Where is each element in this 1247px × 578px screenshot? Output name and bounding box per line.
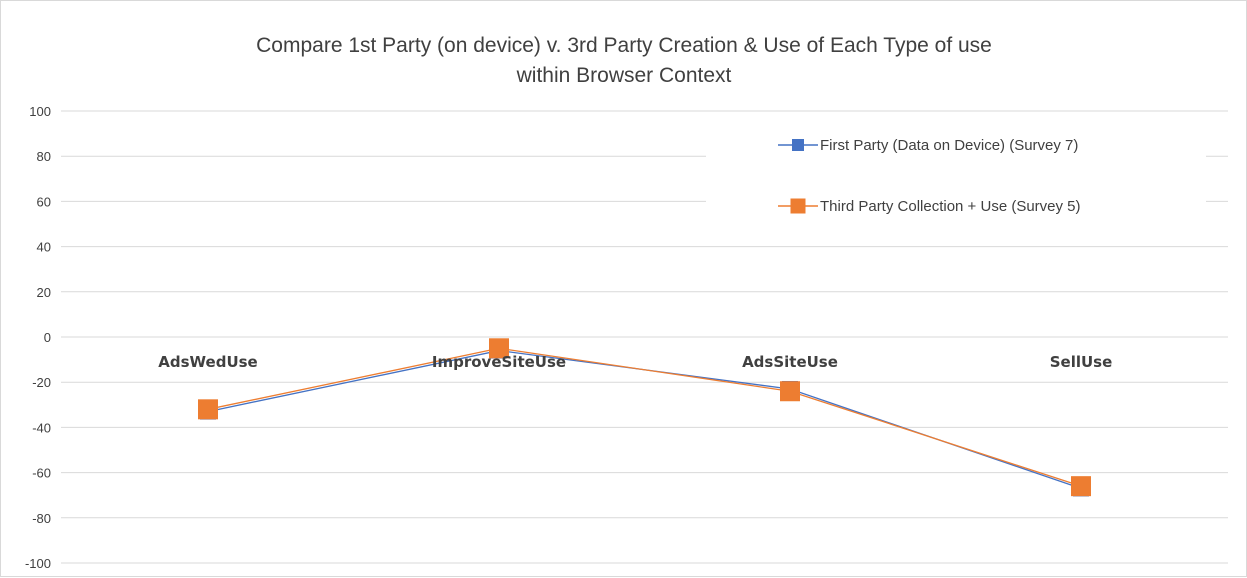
y-tick-label: -100 bbox=[25, 556, 51, 571]
data-point-marker bbox=[198, 399, 218, 420]
series-line-2 bbox=[207, 347, 1082, 487]
y-tick-label: 0 bbox=[44, 330, 51, 345]
data-point-marker bbox=[1071, 476, 1091, 497]
y-axis-tick-labels: 100 80 60 40 20 0 -20 -40 -60 -80 -100 bbox=[25, 104, 51, 571]
y-tick-label: -40 bbox=[32, 420, 51, 435]
gridlines bbox=[61, 110, 1228, 564]
legend-label: Third Party Collection + Use (Survey 5) bbox=[820, 198, 1081, 215]
chart-title-line-1: Compare 1st Party (on device) v. 3rd Par… bbox=[256, 34, 992, 57]
y-tick-label: 40 bbox=[37, 240, 51, 255]
legend-label: First Party (Data on Device) (Survey 7) bbox=[820, 137, 1078, 154]
data-point-marker bbox=[780, 381, 800, 402]
category-label: AdsWedUse bbox=[158, 353, 257, 371]
y-tick-label: 80 bbox=[37, 149, 51, 164]
legend-marker-swatch bbox=[792, 139, 804, 151]
category-label: ImproveSiteUse bbox=[432, 353, 566, 371]
series-line-1 bbox=[207, 349, 1082, 490]
category-label: AdsSiteUse bbox=[742, 353, 838, 371]
y-tick-label: -80 bbox=[32, 511, 51, 526]
data-point-marker bbox=[489, 338, 509, 359]
data-series bbox=[198, 338, 1091, 497]
y-tick-label: 20 bbox=[37, 285, 51, 300]
y-tick-label: 60 bbox=[37, 194, 51, 209]
y-tick-label: -60 bbox=[32, 466, 51, 481]
legend: First Party (Data on Device) (Survey 7) T… bbox=[778, 137, 1081, 215]
chart-title-line-2: within Browser Context bbox=[516, 64, 732, 87]
y-tick-label: 100 bbox=[29, 104, 51, 119]
legend-marker-swatch bbox=[790, 198, 806, 214]
y-tick-label: -20 bbox=[32, 375, 51, 390]
category-labels: AdsWedUse ImproveSiteUse AdsSiteUse SellUse bbox=[158, 353, 1112, 371]
category-label: SellUse bbox=[1050, 353, 1113, 371]
